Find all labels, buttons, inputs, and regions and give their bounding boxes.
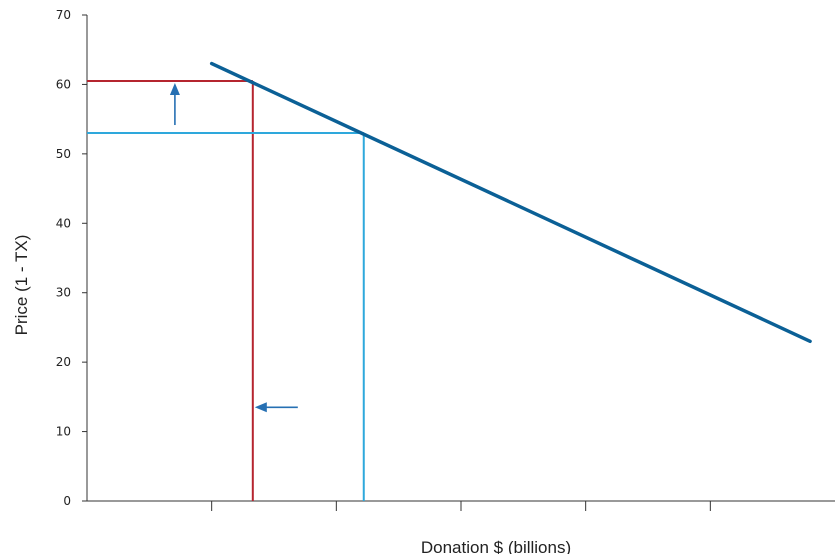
reference-lines — [87, 79, 365, 501]
y-tick-label: 60 — [56, 77, 71, 91]
y-tick-label: 10 — [56, 425, 71, 439]
x-axis-label: Donation $ (billions) — [421, 538, 571, 554]
y-tick-label: 50 — [56, 147, 71, 161]
y-axis-label: Price (1 - TX) — [12, 235, 31, 336]
demand-line — [209, 61, 812, 344]
axes — [86, 15, 835, 502]
y-tick-label: 30 — [56, 286, 71, 300]
series-group — [209, 61, 812, 344]
left-arrow-head — [254, 402, 267, 413]
y-tick-label: 70 — [56, 8, 71, 22]
y-tick-label: 0 — [63, 494, 71, 508]
y-axis-ticks: 0 10 20 30 40 50 60 70 — [56, 8, 87, 508]
x-axis-ticks — [211, 501, 711, 511]
y-tick-label: 40 — [56, 216, 71, 230]
y-tick-label: 20 — [56, 355, 71, 369]
up-arrow-head — [169, 82, 180, 95]
arrow-markers — [169, 82, 298, 413]
